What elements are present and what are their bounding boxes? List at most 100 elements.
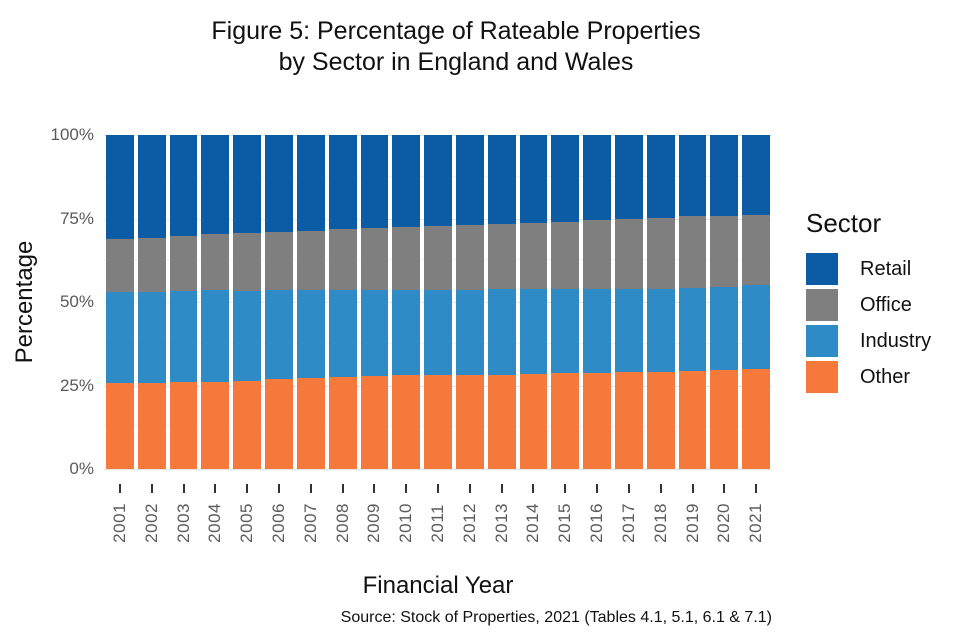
x-label-cell: 2021 [742,499,770,547]
bar-2020 [710,135,739,469]
bar-segment-industry-2012 [455,290,484,376]
x-tick-mark [118,484,121,493]
x-tick-cell [265,484,293,493]
x-tick-mark [437,484,440,493]
bar-segment-retail-2006 [265,135,293,232]
x-axis-ticks [104,484,772,493]
bar-segment-office-2020 [710,215,739,287]
bar-segment-industry-2014 [519,289,548,375]
bar-segment-retail-2019 [678,135,707,217]
x-tick-cell [201,484,229,493]
x-tick-cell [710,484,738,493]
x-tick-cell [170,484,198,493]
bar-segment-retail-2016 [583,135,611,220]
bar-segment-retail-2017 [615,135,643,219]
legend-label-industry: Industry [860,329,932,352]
bar-segment-other-2011 [424,375,452,469]
bar-segment-office-2008 [328,229,357,290]
x-tick-label-2008: 2008 [332,503,352,543]
bar-segment-industry-2009 [360,290,389,376]
bar-segment-retail-2015 [551,135,580,222]
x-tick-mark [691,484,694,493]
x-tick-mark [596,484,599,493]
bar-2011 [424,135,452,469]
bar-segment-industry-2006 [265,289,293,379]
bar-segment-retail-2011 [424,135,452,226]
chart-title-line2: by Sector in England and Wales [278,48,634,76]
x-tick-mark [405,484,408,493]
legend-label-office: Office [860,293,912,316]
bar-2018 [646,135,675,469]
bar-segment-other-2012 [455,375,484,469]
y-tick-label: 100% [50,125,94,144]
x-tick-label-2007: 2007 [300,503,320,543]
bar-segment-other-2016 [583,372,611,469]
x-label-cell: 2003 [170,499,198,547]
bar-segment-office-2013 [487,223,516,290]
bar-2001 [106,135,134,469]
x-tick-label-2016: 2016 [587,503,607,543]
bar-2003 [169,135,198,469]
x-tick-mark [532,484,535,493]
bar-segment-retail-2001 [106,135,134,240]
x-tick-mark [564,484,567,493]
bar-segment-office-2001 [106,239,134,293]
x-label-cell: 2002 [138,499,166,547]
bar-segment-other-2018 [646,371,675,469]
bar-segment-retail-2012 [455,135,484,226]
x-tick-mark [182,484,185,493]
x-tick-label-2001: 2001 [109,503,129,543]
bar-segment-other-2001 [106,383,134,469]
x-tick-cell [392,484,420,493]
y-tick-label: 25% [59,375,94,395]
x-tick-label-2018: 2018 [650,503,670,543]
x-tick-cell [233,484,261,493]
x-tick-cell [615,484,643,493]
legend-swatch-retail [806,253,838,285]
x-tick-label-2006: 2006 [268,503,288,543]
bar-2014 [519,135,548,469]
x-tick-label-2011: 2011 [428,503,448,543]
bar-2021 [742,135,771,469]
bar-segment-office-2006 [265,231,293,290]
bar-segment-retail-2010 [392,135,421,227]
x-label-cell: 2020 [710,499,738,547]
x-tick-cell [520,484,548,493]
bar-segment-industry-2008 [328,289,357,377]
bar-2002 [137,135,166,469]
bar-segment-industry-2007 [296,289,325,378]
bar-2009 [360,135,389,469]
x-tick-mark [659,484,662,493]
x-tick-label-2021: 2021 [746,503,766,543]
bar-segment-industry-2020 [710,286,739,371]
x-tick-mark [373,484,376,493]
x-tick-label-2015: 2015 [555,503,575,543]
x-tick-label-2013: 2013 [491,503,511,543]
bar-segment-retail-2013 [487,135,516,224]
x-label-cell: 2017 [615,499,643,547]
bar-segment-industry-2013 [487,289,516,375]
x-label-cell: 2015 [551,499,579,547]
legend-label-retail: Retail [860,257,912,280]
bar-2005 [233,135,262,469]
bar-2016 [583,135,611,469]
x-tick-label-2020: 2020 [714,503,734,543]
bar-segment-office-2012 [455,225,484,290]
legend-item-other: Other [806,361,956,393]
x-tick-mark [755,484,758,493]
x-tick-mark [309,484,312,493]
legend-item-office: Office [806,289,956,321]
x-tick-mark [214,484,217,493]
bar-segment-retail-2002 [137,135,166,238]
x-tick-label-2009: 2009 [364,503,384,543]
x-tick-mark [277,484,280,493]
chart-title-line1: Figure 5: Percentage of Rateable Propert… [211,17,701,45]
x-label-cell: 2012 [456,499,484,547]
x-tick-cell [106,484,134,493]
bar-segment-office-2019 [678,216,707,288]
bar-segment-industry-2019 [678,287,707,372]
x-tick-label-2017: 2017 [618,503,638,543]
x-label-cell: 2004 [201,499,229,547]
x-label-cell: 2016 [583,499,611,547]
